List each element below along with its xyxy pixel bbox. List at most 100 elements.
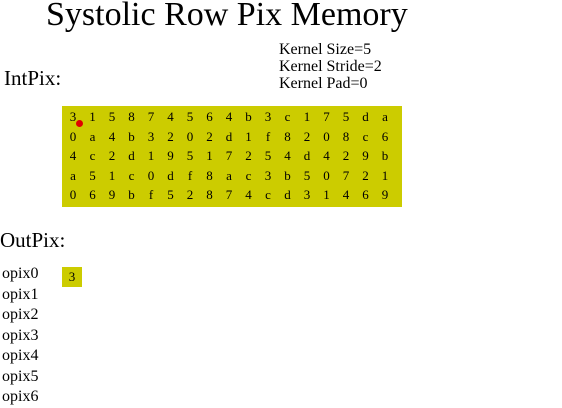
input-pixel-cell: 1: [147, 148, 155, 163]
input-pixel-cell: 5: [89, 167, 96, 183]
input-pixel-cell: 3: [264, 109, 272, 124]
input-pixel-cell: 5: [186, 109, 194, 124]
input-pixel-cell: 0: [323, 167, 330, 183]
input-pixel-cell: 6: [206, 109, 213, 124]
input-pixel-cell: d: [362, 109, 369, 124]
input-pixel-cell: a: [226, 167, 232, 183]
input-pixel-cell: f: [187, 167, 193, 183]
input-pixel-cell: c: [245, 167, 252, 183]
output-pixel-list: opix0 opix1 opix2 opix3 opix4 opix5 opix6: [2, 264, 38, 408]
kernel-pad-text: Kernel Pad=0: [279, 75, 368, 92]
input-pixel-cell: 8: [206, 167, 213, 183]
input-pixel-cell: 0: [147, 167, 155, 183]
input-pixel-cell: b: [128, 128, 135, 144]
kernel-size-text: Kernel Size=5: [279, 41, 372, 58]
input-pixel-cell: 2: [206, 128, 213, 144]
input-pixel-cell: 1: [245, 128, 252, 144]
input-pixel-cell: a: [70, 167, 76, 183]
output-pixel-cell: 3: [62, 267, 82, 287]
input-pixel-cell: 1: [303, 109, 311, 124]
input-pixel-cell: b: [245, 109, 252, 124]
input-pixel-cell: 6: [362, 187, 369, 202]
input-pixel-cell: 2: [303, 128, 311, 144]
input-pixel-cell: 0: [69, 128, 77, 144]
input-pixel-cell: 8: [128, 109, 135, 124]
input-pixel-cell: 4: [245, 187, 252, 202]
input-pixel-cell: c: [265, 187, 271, 202]
input-pixel-cell: 0: [186, 128, 194, 144]
input-pixel-cell: 7: [147, 109, 155, 124]
input-pixel-cell: 1: [381, 167, 389, 183]
input-pixel-cell: c: [89, 148, 96, 163]
input-pixel-cell: 9: [362, 148, 369, 163]
input-pixel-cell: a: [89, 128, 96, 144]
input-pixel-cell: 2: [245, 148, 252, 163]
input-pixels-label: IntPix:: [4, 66, 62, 90]
input-pixel-cell: 8: [284, 128, 291, 144]
input-pixel-cell: 5: [303, 167, 311, 183]
input-pixel-cell: 1: [206, 148, 213, 163]
input-pixel-cell: d: [167, 167, 174, 183]
input-pixel-cell: c: [128, 167, 135, 183]
input-pixel-cell: 4: [167, 109, 174, 124]
input-pixel-cell: 1: [323, 187, 330, 202]
input-pixel-cell: 9: [381, 187, 389, 202]
input-pixel-cell: 9: [108, 187, 116, 202]
input-pixel-cell: 3: [147, 128, 155, 144]
input-pixel-cell: b: [381, 148, 389, 163]
input-pixel-cell: 0: [323, 128, 330, 144]
input-pixel-cell: 4: [225, 109, 233, 124]
input-pixel-cell: 7: [342, 167, 350, 183]
output-pixels-label: OutPix:: [0, 228, 66, 252]
input-pixel-cell: 5: [108, 109, 116, 124]
input-pixel-cell: 7: [225, 148, 233, 163]
input-pixel-cell: c: [362, 128, 369, 144]
input-pixel-cell: 5: [264, 148, 272, 163]
output-pixel-label: opix0: [2, 265, 39, 282]
input-pixel-cell: b: [128, 187, 135, 202]
input-pixel-cell: 8: [206, 187, 213, 202]
input-pixel-cell: 4: [342, 187, 350, 202]
input-pixel-cell: 3: [264, 167, 272, 183]
input-pixel-cell: 4: [284, 148, 291, 163]
kernel-stride-text: Kernel Stride=2: [279, 58, 382, 75]
input-pixel-cell: 2: [167, 128, 174, 144]
input-pixel-cell: 2: [362, 167, 369, 183]
output-pixel-label: opix5: [2, 367, 39, 385]
input-pixel-cell: 8: [342, 128, 350, 144]
input-pixel-cell: d: [225, 128, 233, 144]
output-pixel-label: opix6: [2, 388, 39, 405]
input-pixel-cell: 5: [186, 148, 194, 163]
input-pixel-cell: 3: [303, 187, 311, 202]
input-pixel-cell: 5: [167, 187, 174, 202]
input-pixel-cell: 3: [63, 107, 83, 127]
input-pixel-cell: d: [128, 148, 135, 163]
input-pixel-cell: 5: [342, 109, 350, 124]
input-pixel-cell: 1: [108, 167, 116, 183]
input-pixel-cell: b: [284, 167, 291, 183]
input-pixel-cell: 0: [69, 187, 77, 202]
input-pixel-cell: 4: [69, 148, 77, 163]
output-pixel-label: opix1: [2, 285, 39, 303]
current-position-marker: [76, 120, 83, 127]
output-pixel-label: opix2: [2, 306, 39, 323]
output-pixel-label: opix4: [2, 347, 39, 364]
input-pixel-cell: 2: [342, 148, 350, 163]
input-pixel-cell: 6: [89, 187, 96, 202]
input-pixel-cell: 4: [108, 128, 116, 144]
input-pixel-cell: 1: [89, 109, 96, 124]
input-pixel-cell: f: [265, 128, 271, 144]
input-pixel-cell: 2: [186, 187, 194, 202]
input-pixel-cell: d: [284, 187, 291, 202]
input-pixel-cell: 7: [225, 187, 233, 202]
input-pixel-cell: a: [382, 109, 388, 124]
output-pixel-label: opix3: [2, 326, 39, 344]
input-pixel-cell: f: [148, 187, 154, 202]
kernel-params: Kernel Size=5 Kernel Stride=2 Kernel Pad…: [279, 41, 382, 92]
input-pixel-cell: c: [284, 109, 291, 124]
input-pixel-cell: 6: [381, 128, 389, 144]
input-pixel-cell: 9: [167, 148, 174, 163]
input-pixel-cell: 2: [108, 148, 116, 163]
input-pixel-cell: 4: [323, 148, 330, 163]
